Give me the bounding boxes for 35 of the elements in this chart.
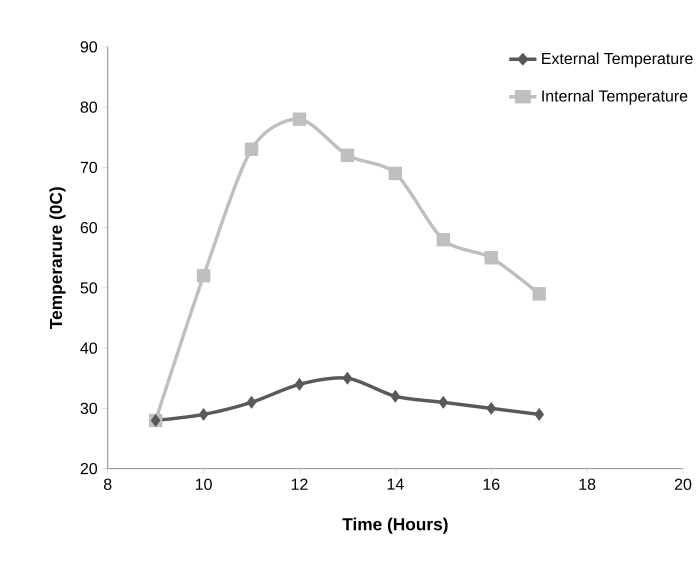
y-tick-label: 80 (80, 101, 98, 113)
point (388, 166, 402, 180)
y-tick-label: 90 (80, 41, 98, 52)
x-tick-label: 8 (104, 478, 112, 490)
x-axis-title: Time (Hours) (342, 518, 448, 534)
point (390, 390, 400, 402)
y-tick-label: 20 (80, 462, 98, 474)
legend-label: Internal Temperature (542, 90, 688, 105)
x-tick-label: 14 (388, 478, 404, 490)
point (294, 378, 304, 390)
point (486, 402, 496, 415)
point (246, 396, 256, 409)
point (196, 268, 210, 282)
x-tick-label: 18 (579, 478, 596, 490)
point (534, 408, 544, 421)
point (532, 287, 546, 300)
x-tick-label: 20 (674, 478, 692, 490)
x-tick-label: 12 (292, 478, 308, 490)
legend-label: External Temperature (542, 52, 693, 68)
point (438, 396, 448, 409)
point (244, 142, 258, 156)
point (340, 148, 354, 162)
y-tick-label: 60 (80, 222, 98, 234)
point (484, 250, 498, 264)
y-tick-label: 40 (80, 342, 98, 354)
y-tick-label: 70 (80, 162, 98, 173)
point (436, 232, 450, 246)
y-tick-label: 30 (80, 402, 98, 414)
point (342, 372, 352, 384)
point (292, 112, 306, 126)
y-tick-label: 50 (80, 282, 98, 294)
y-axis-title: Temperarure (0C) (49, 187, 66, 329)
x-tick-label: 10 (196, 478, 212, 490)
x-tick-label: 16 (484, 478, 500, 490)
point (198, 408, 208, 421)
